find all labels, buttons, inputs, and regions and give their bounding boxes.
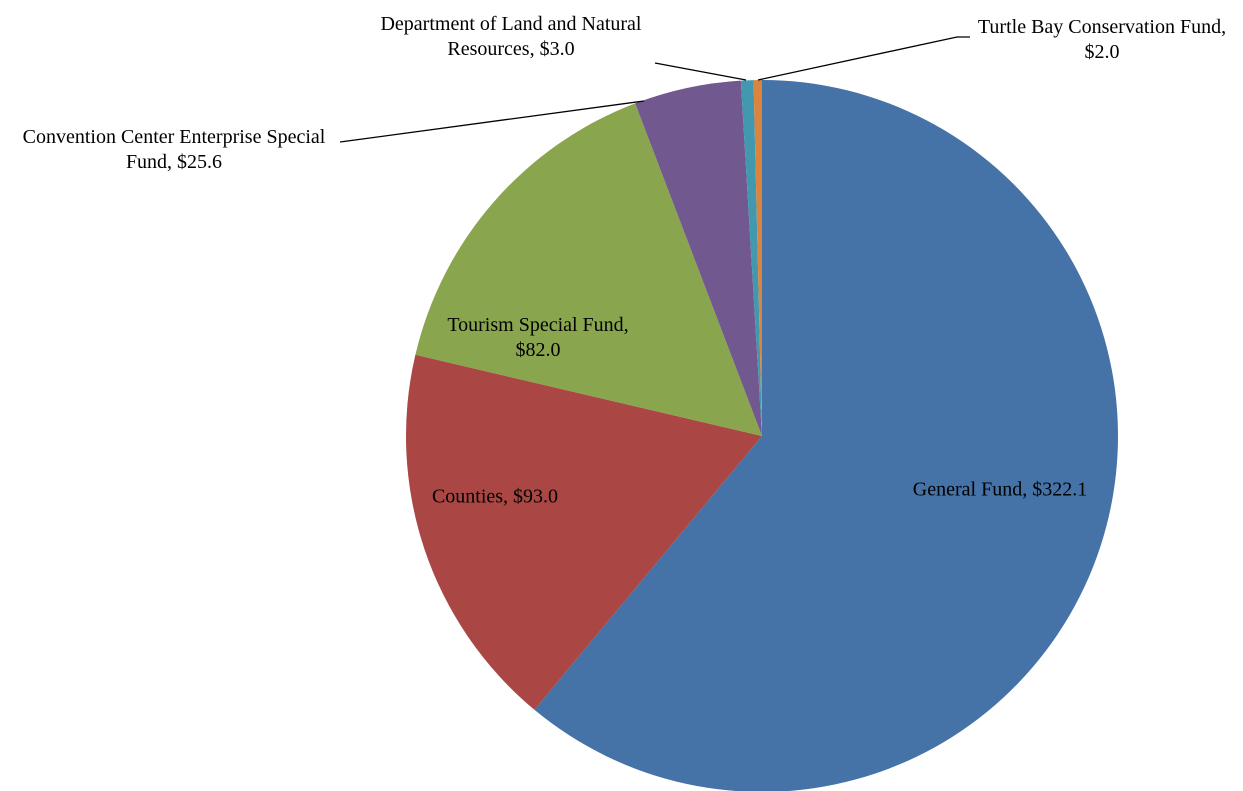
data-label: Convention Center Enterprise Special Fun… — [22, 126, 326, 173]
leader-line — [339, 100, 645, 143]
pie-slice — [415, 103, 762, 436]
pie-slice — [534, 80, 1118, 791]
pie-slice — [753, 80, 762, 436]
data-label: General Fund, $322.1 — [912, 478, 1088, 501]
leader-line — [654, 62, 747, 81]
pie-slice — [635, 80, 762, 437]
data-label: Turtle Bay Conservation Fund, $2.0 — [977, 16, 1227, 63]
pie-slice — [406, 354, 762, 710]
data-label: Tourism Special Fund, $82.0 — [447, 314, 629, 361]
pie-slice — [740, 80, 762, 436]
data-label: Counties, $93.0 — [431, 485, 559, 508]
data-label: Department of Land and Natural Resources… — [380, 13, 642, 60]
leader-line — [757, 36, 970, 81]
